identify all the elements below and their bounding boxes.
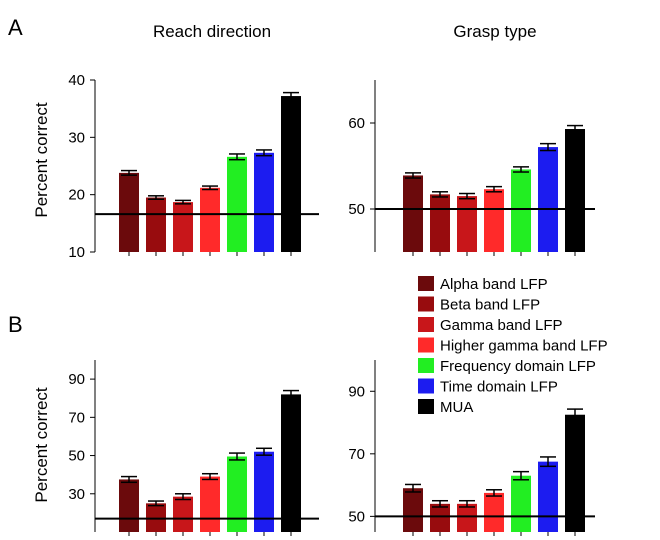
legend-label: Beta band LFP <box>440 297 540 314</box>
bar <box>430 503 450 532</box>
panel-letter-b: B <box>8 312 23 337</box>
bar <box>200 476 220 532</box>
bar <box>430 194 450 252</box>
y-tick-label: 50 <box>348 201 365 218</box>
bar <box>565 129 585 252</box>
y-tick-label: 50 <box>348 508 365 525</box>
bar <box>281 96 301 252</box>
bar <box>484 492 504 532</box>
legend-label: Time domain LFP <box>440 379 558 396</box>
y-tick-label: 30 <box>68 129 85 146</box>
chart-reach-b: 30 50 70 90 Percent correct <box>32 360 319 536</box>
y-tick-label: 90 <box>68 371 85 388</box>
chart-grasp-a: 50 60 <box>348 80 595 256</box>
legend-label: Alpha band LFP <box>440 276 548 293</box>
bar <box>227 456 247 532</box>
legend-label: Gamma band LFP <box>440 317 563 334</box>
legend-swatch <box>418 337 434 353</box>
legend-label: Higher gamma band LFP <box>440 338 608 355</box>
legend-swatch <box>418 358 434 373</box>
legend-swatch <box>418 276 434 291</box>
bar <box>538 147 558 252</box>
chart-reach-a: 10 20 30 40 Percent correct <box>32 72 319 261</box>
legend-swatch <box>418 317 434 332</box>
legend-swatch <box>418 378 434 394</box>
bar <box>538 461 558 532</box>
bar <box>173 202 193 252</box>
bar <box>484 189 504 252</box>
bar <box>281 394 301 532</box>
bar <box>457 196 477 252</box>
bar <box>457 503 477 532</box>
y-tick-label: 90 <box>348 383 365 400</box>
bar <box>119 479 139 532</box>
panel-letter-a: A <box>8 15 23 40</box>
bar <box>403 175 423 252</box>
legend-label: Frequency domain LFP <box>440 358 596 375</box>
y-axis-label: Percent correct <box>32 102 51 218</box>
legend: Alpha band LFP Beta band LFP Gamma band LF… <box>418 276 608 416</box>
bar <box>119 172 139 252</box>
y-tick-label: 10 <box>68 244 85 261</box>
column-title-grasp: Grasp type <box>453 22 536 41</box>
y-tick-label: 20 <box>68 187 85 204</box>
bar <box>254 451 274 532</box>
legend-label: MUA <box>440 399 473 416</box>
bar <box>254 152 274 252</box>
bar <box>511 169 531 252</box>
bar <box>173 496 193 532</box>
y-tick-label: 70 <box>68 409 85 426</box>
bar <box>565 414 585 532</box>
y-tick-label: 50 <box>68 448 85 465</box>
y-axis-label: Percent correct <box>32 387 51 503</box>
bar <box>511 475 531 532</box>
chart-grasp-b: 50 70 90 <box>348 360 595 536</box>
bar <box>200 187 220 252</box>
y-tick-label: 30 <box>68 486 85 503</box>
bar <box>146 197 166 252</box>
y-tick-label: 40 <box>68 72 85 89</box>
column-title-reach: Reach direction <box>153 22 271 41</box>
legend-swatch <box>418 399 434 414</box>
y-tick-label: 60 <box>348 115 365 132</box>
bar <box>227 156 247 252</box>
bar <box>403 488 423 532</box>
legend-swatch <box>418 296 434 312</box>
y-tick-label: 70 <box>348 446 365 463</box>
